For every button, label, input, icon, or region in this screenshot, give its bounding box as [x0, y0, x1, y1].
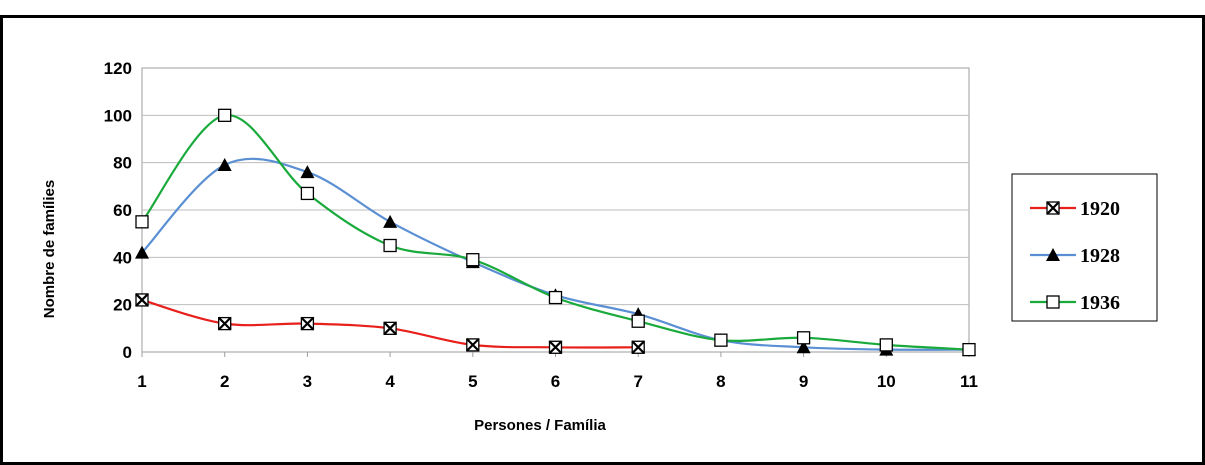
legend: 1920 1928 1936 [1011, 173, 1158, 322]
legend-marker-1920 [1046, 201, 1060, 215]
data-point-1928 [217, 158, 232, 172]
y-tick-label: 100 [104, 106, 132, 125]
data-point-1928 [300, 165, 315, 179]
data-point-1920 [466, 338, 480, 352]
data-point-1936 [879, 338, 893, 352]
legend-label: 1920 [1080, 198, 1120, 220]
y-tick-label: 0 [123, 343, 132, 362]
y-tick-label: 120 [104, 59, 132, 78]
data-point-1920 [135, 293, 149, 307]
legend-marker-1928 [1046, 248, 1060, 261]
data-point-1936 [218, 108, 232, 122]
x-tick-label: 9 [799, 372, 808, 391]
y-tick-label: 60 [113, 201, 132, 220]
data-point-1936 [631, 314, 645, 328]
data-point-1936 [714, 333, 728, 347]
x-tick-label: 5 [468, 372, 477, 391]
x-tick-label: 7 [633, 372, 642, 391]
data-point-1920 [631, 340, 645, 355]
y-tick-label: 80 [113, 154, 132, 173]
data-point-1936 [962, 342, 976, 357]
x-axis-title: Persones / Família [474, 417, 606, 434]
x-axis-ticks: 1 2 3 4 5 6 7 8 9 10 11 [137, 352, 978, 391]
data-point-1920 [217, 316, 232, 331]
x-tick-label: 4 [385, 372, 395, 391]
y-tick-label: 20 [113, 296, 132, 315]
legend-box [1011, 173, 1158, 322]
y-tick-label: 40 [113, 248, 132, 267]
x-tick-label: 6 [551, 372, 560, 391]
data-point-1920 [548, 340, 563, 355]
x-tick-label: 11 [960, 372, 978, 391]
data-point-1920 [383, 321, 397, 336]
data-point-1928 [383, 214, 398, 228]
data-point-1936 [466, 253, 480, 267]
x-tick-label: 8 [716, 372, 725, 391]
data-point-1928 [135, 245, 149, 259]
y-axis-ticks: 0 20 40 60 80 100 120 [104, 59, 132, 362]
data-point-1936 [383, 238, 397, 253]
series-line-1936 [141, 114, 970, 351]
data-point-1936 [300, 186, 315, 201]
legend-label: 1936 [1080, 292, 1120, 314]
legend-label: 1928 [1080, 245, 1120, 267]
y-axis-title: Nombre de famílies [41, 180, 58, 318]
x-tick-label: 1 [137, 372, 146, 391]
series-markers [135, 108, 976, 357]
data-point-1936 [548, 290, 563, 305]
legend-marker-1936 [1046, 295, 1060, 309]
data-point-1936 [796, 331, 811, 345]
data-point-1928 [796, 340, 811, 354]
x-tick-label: 2 [220, 372, 229, 391]
data-point-1936 [135, 215, 149, 229]
x-tick-label: 3 [303, 372, 312, 391]
x-tick-label: 10 [877, 372, 896, 391]
data-point-1920 [300, 316, 315, 331]
